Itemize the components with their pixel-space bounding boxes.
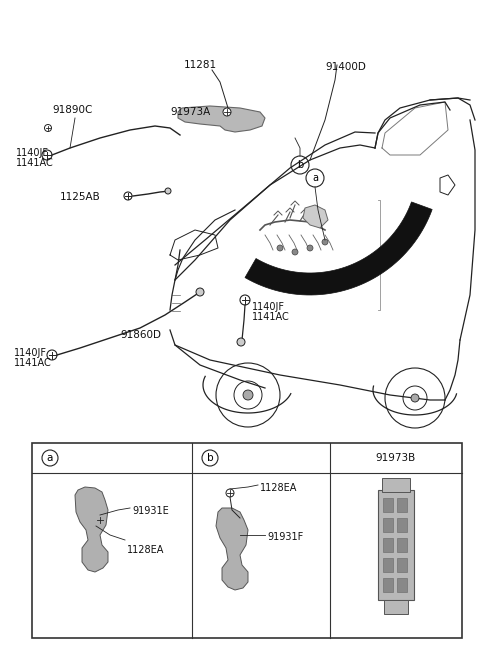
Bar — [397, 558, 407, 572]
Circle shape — [45, 124, 51, 131]
Bar — [383, 538, 393, 552]
Bar — [397, 498, 407, 512]
Polygon shape — [216, 508, 248, 590]
Text: b: b — [207, 453, 213, 463]
Polygon shape — [303, 205, 328, 228]
Text: 11281: 11281 — [183, 60, 216, 70]
Text: 91860D: 91860D — [120, 330, 161, 340]
Circle shape — [277, 245, 283, 251]
Text: 91973B: 91973B — [376, 453, 416, 463]
Bar — [397, 538, 407, 552]
Bar — [397, 578, 407, 592]
Text: a: a — [312, 173, 318, 183]
Circle shape — [124, 192, 132, 200]
Text: 1140JF: 1140JF — [16, 148, 49, 158]
Text: 91973A: 91973A — [170, 107, 210, 117]
Text: 1141AC: 1141AC — [16, 158, 54, 168]
Text: 1125AB: 1125AB — [60, 192, 101, 202]
Circle shape — [226, 489, 234, 497]
Bar — [383, 518, 393, 532]
Text: 1128EA: 1128EA — [260, 483, 298, 493]
Bar — [378, 490, 414, 600]
Circle shape — [307, 245, 313, 251]
Text: b: b — [297, 160, 303, 170]
Text: 91931F: 91931F — [267, 532, 303, 542]
Circle shape — [411, 394, 419, 402]
Text: 91890C: 91890C — [52, 105, 92, 115]
Circle shape — [42, 150, 52, 160]
Circle shape — [292, 249, 298, 255]
Circle shape — [223, 108, 231, 116]
Text: 91931E: 91931E — [132, 506, 169, 516]
Polygon shape — [75, 487, 108, 572]
Text: 1140JF: 1140JF — [252, 302, 285, 312]
Bar — [384, 600, 408, 614]
Circle shape — [47, 350, 57, 360]
Circle shape — [243, 390, 253, 400]
Circle shape — [165, 188, 171, 194]
Text: 91400D: 91400D — [325, 62, 366, 72]
Circle shape — [196, 288, 204, 296]
Text: 1140JF: 1140JF — [14, 348, 47, 358]
Circle shape — [240, 295, 250, 305]
Polygon shape — [245, 202, 432, 295]
Text: 1141AC: 1141AC — [252, 312, 290, 322]
Bar — [383, 578, 393, 592]
Bar — [383, 498, 393, 512]
Bar — [383, 558, 393, 572]
Circle shape — [237, 338, 245, 346]
Text: 1128EA: 1128EA — [127, 545, 164, 555]
Text: a: a — [47, 453, 53, 463]
Bar — [32, 443, 462, 638]
Bar — [397, 518, 407, 532]
Bar — [382, 478, 410, 492]
Circle shape — [322, 239, 328, 245]
Text: 1141AC: 1141AC — [14, 358, 52, 368]
Polygon shape — [178, 106, 265, 132]
Circle shape — [96, 516, 104, 524]
